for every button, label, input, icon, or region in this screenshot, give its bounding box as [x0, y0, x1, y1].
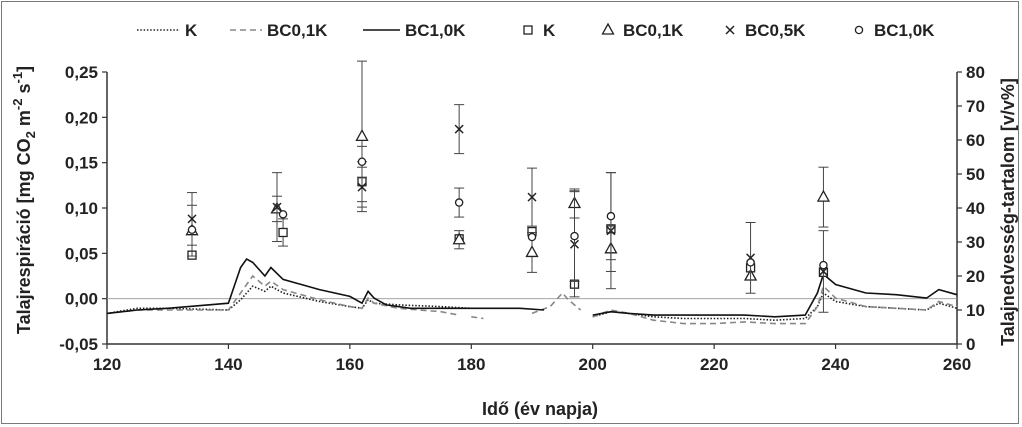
y2-tick-label: 30 — [966, 233, 985, 252]
y2-tick-label: 80 — [966, 63, 985, 82]
point-bc10k — [527, 232, 537, 242]
line-series-bc01k — [106, 274, 460, 316]
legend: K BC0,1K BC1,0K K BC0,1K BC0,5K BC1,0K — [137, 21, 935, 40]
x-axis-label: Idő (év napja) — [482, 399, 598, 419]
point-bc05k — [272, 202, 282, 212]
point-bc10k — [606, 211, 616, 221]
plot-area: 120 140 160 180 200 220 240 260-0,050,000,050,1… — [59, 60, 985, 374]
legend-label-bc05k: BC0,5K — [745, 21, 806, 40]
y2-tick-label: 10 — [966, 301, 985, 320]
y-tick-label: 0,20 — [65, 108, 98, 127]
legend-label-bc01k: BC0,1K — [267, 21, 328, 40]
line-series-bc01k — [471, 316, 484, 320]
line-series-bc10k — [592, 272, 958, 318]
y2-tick-label: 60 — [966, 131, 985, 150]
point-bc05k — [454, 124, 464, 134]
x-tick-label: 260 — [943, 355, 971, 374]
point-bc01k — [452, 232, 466, 245]
y2-tick-label: 20 — [966, 267, 985, 286]
y2-tick-label: 70 — [966, 97, 985, 116]
y2-axis-label: Talajnedvesség-tartalom [v/v%] — [998, 78, 1018, 346]
legend-marker-bc05k — [725, 25, 735, 35]
point-bc01k — [355, 129, 369, 142]
legend-label-bc10k: BC1,0K — [874, 21, 935, 40]
x-tick-label: 180 — [457, 355, 485, 374]
point-bc10k — [187, 225, 197, 235]
y-tick-label: 0,10 — [65, 199, 98, 218]
x-tick-label: 220 — [700, 355, 728, 374]
y2-tick-label: 0 — [966, 335, 975, 354]
legend-label-k: K — [185, 21, 198, 40]
x-tick-label: 120 — [93, 355, 121, 374]
line-series-bc01k — [592, 284, 958, 325]
point-bc10k — [454, 198, 464, 207]
y2-tick-label: 40 — [966, 199, 985, 218]
point-bc05k — [818, 266, 828, 276]
point-bc05k — [187, 214, 197, 224]
point-k — [278, 227, 288, 238]
legend-label-bc10k: BC1,0K — [405, 21, 466, 40]
y2-tick-label: 50 — [966, 165, 985, 184]
y-tick-label: 0,25 — [65, 63, 98, 82]
legend-marker-bc10k — [854, 25, 864, 35]
legend-marker-k — [523, 25, 533, 35]
x-tick-label: 140 — [214, 355, 242, 374]
y-tick-label: 0,15 — [65, 154, 98, 173]
y-tick-label: 0,00 — [65, 290, 98, 309]
point-bc05k — [527, 192, 537, 202]
y-tick-label: -0,05 — [59, 335, 98, 354]
line-series-k — [592, 291, 958, 322]
y-axis-label: Talajrespiráció [mg CO2 m-2 s-1] — [10, 66, 38, 334]
x-tick-label: 240 — [821, 355, 849, 374]
legend-label-k: K — [543, 21, 556, 40]
line-series-bc01k — [531, 291, 582, 315]
point-bc10k — [570, 231, 579, 241]
point-bc10k — [278, 210, 288, 219]
point-bc10k — [746, 258, 755, 267]
line-series-bc10k — [106, 257, 545, 315]
x-tick-label: 200 — [579, 355, 607, 374]
point-bc05k — [357, 182, 367, 192]
x-tick-label: 160 — [336, 355, 364, 374]
legend-marker-bc01k — [601, 22, 615, 35]
legend-label-bc01k: BC0,1K — [623, 21, 684, 40]
point-bc10k — [819, 260, 828, 270]
point-bc01k — [525, 245, 539, 258]
point-bc10k — [357, 157, 367, 167]
point-bc01k — [816, 189, 831, 202]
y-tick-label: 0,05 — [65, 244, 98, 263]
